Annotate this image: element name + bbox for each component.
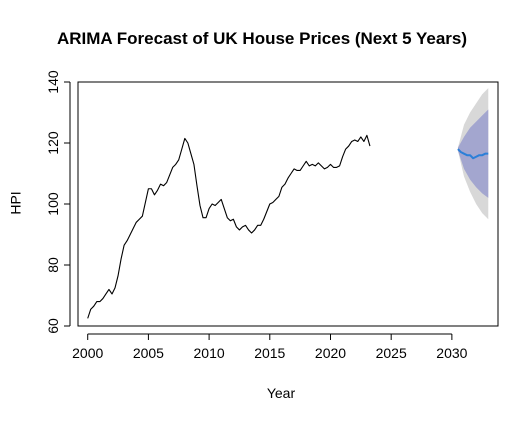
y-tick-label: 60 — [45, 318, 61, 334]
x-tick-label: 2010 — [194, 345, 225, 361]
x-tick-label: 2020 — [315, 345, 346, 361]
y-tick-label: 80 — [45, 257, 61, 273]
x-tick-label: 2000 — [72, 345, 103, 361]
inner-band — [457, 109, 489, 198]
y-tick-label: 140 — [45, 70, 61, 94]
x-tick-label: 2025 — [376, 345, 407, 361]
y-tick-label: 100 — [45, 192, 61, 216]
x-axis-label: Year — [266, 385, 296, 401]
observed-line — [87, 134, 371, 319]
x-tick-label: 2030 — [436, 345, 467, 361]
x-tick-label: 2015 — [254, 345, 285, 361]
x-tick-label: 2005 — [133, 345, 164, 361]
y-tick-label: 120 — [45, 131, 61, 155]
plot-frame — [77, 81, 499, 327]
chart-title: ARIMA Forecast of UK House Prices (Next … — [56, 29, 468, 48]
forecast-mean-line — [457, 148, 489, 160]
